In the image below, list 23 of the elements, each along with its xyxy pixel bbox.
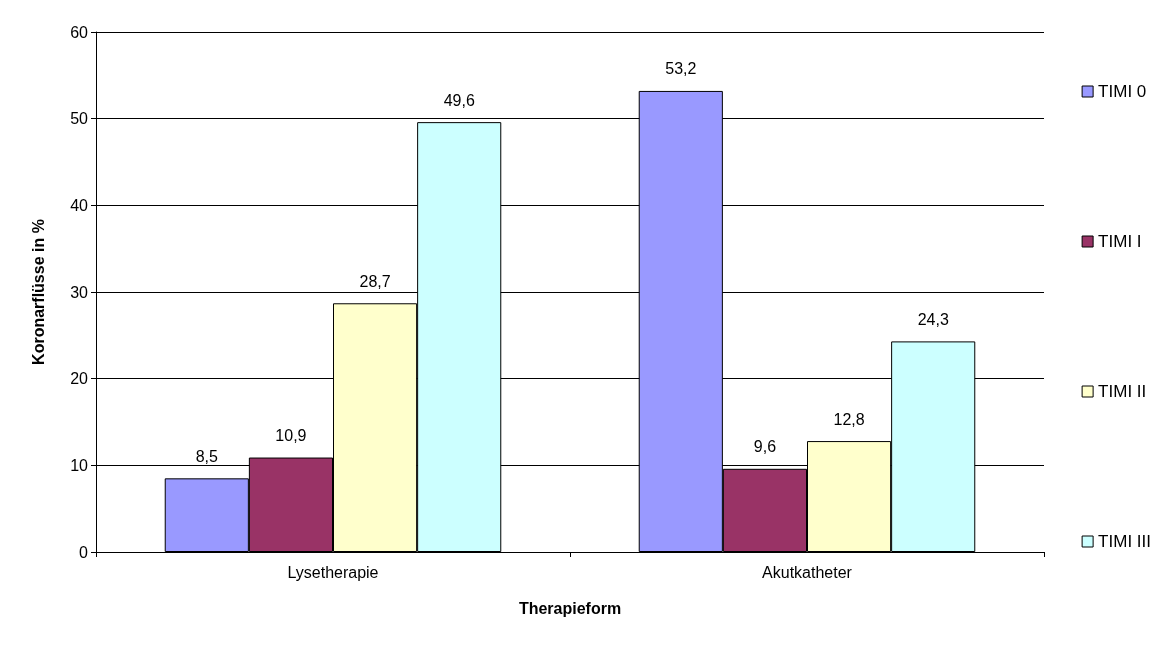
data-label: 24,3: [917, 310, 949, 328]
x-tick-label: Akutkatheter: [762, 563, 853, 581]
legend-label: TIMI III: [1098, 532, 1152, 551]
y-axis-title: Koronarflüsse in %: [29, 219, 47, 365]
legend-label: TIMI II: [1098, 382, 1147, 401]
y-tick-label: 40: [70, 196, 89, 214]
data-label: 9,6: [753, 438, 777, 456]
data-label: 8,5: [195, 447, 219, 465]
data-label: 12,8: [833, 410, 865, 428]
y-tick-label: 30: [70, 283, 89, 301]
data-label: 49,6: [443, 91, 475, 109]
data-label: 10,9: [275, 427, 307, 445]
y-tick-label: 50: [70, 110, 89, 128]
x-tick-label: Lysetherapie: [287, 563, 379, 581]
data-label: 28,7: [359, 272, 391, 290]
y-tick-label: 10: [70, 456, 89, 474]
data-label: 53,2: [665, 60, 697, 78]
x-axis-title: Therapieform: [518, 599, 622, 617]
y-tick-label: 0: [79, 543, 89, 561]
legend-label: TIMI I: [1098, 232, 1142, 251]
y-tick-label: 60: [70, 23, 89, 41]
legend-label: TIMI 0: [1098, 82, 1147, 101]
y-tick-label: 20: [70, 370, 89, 388]
